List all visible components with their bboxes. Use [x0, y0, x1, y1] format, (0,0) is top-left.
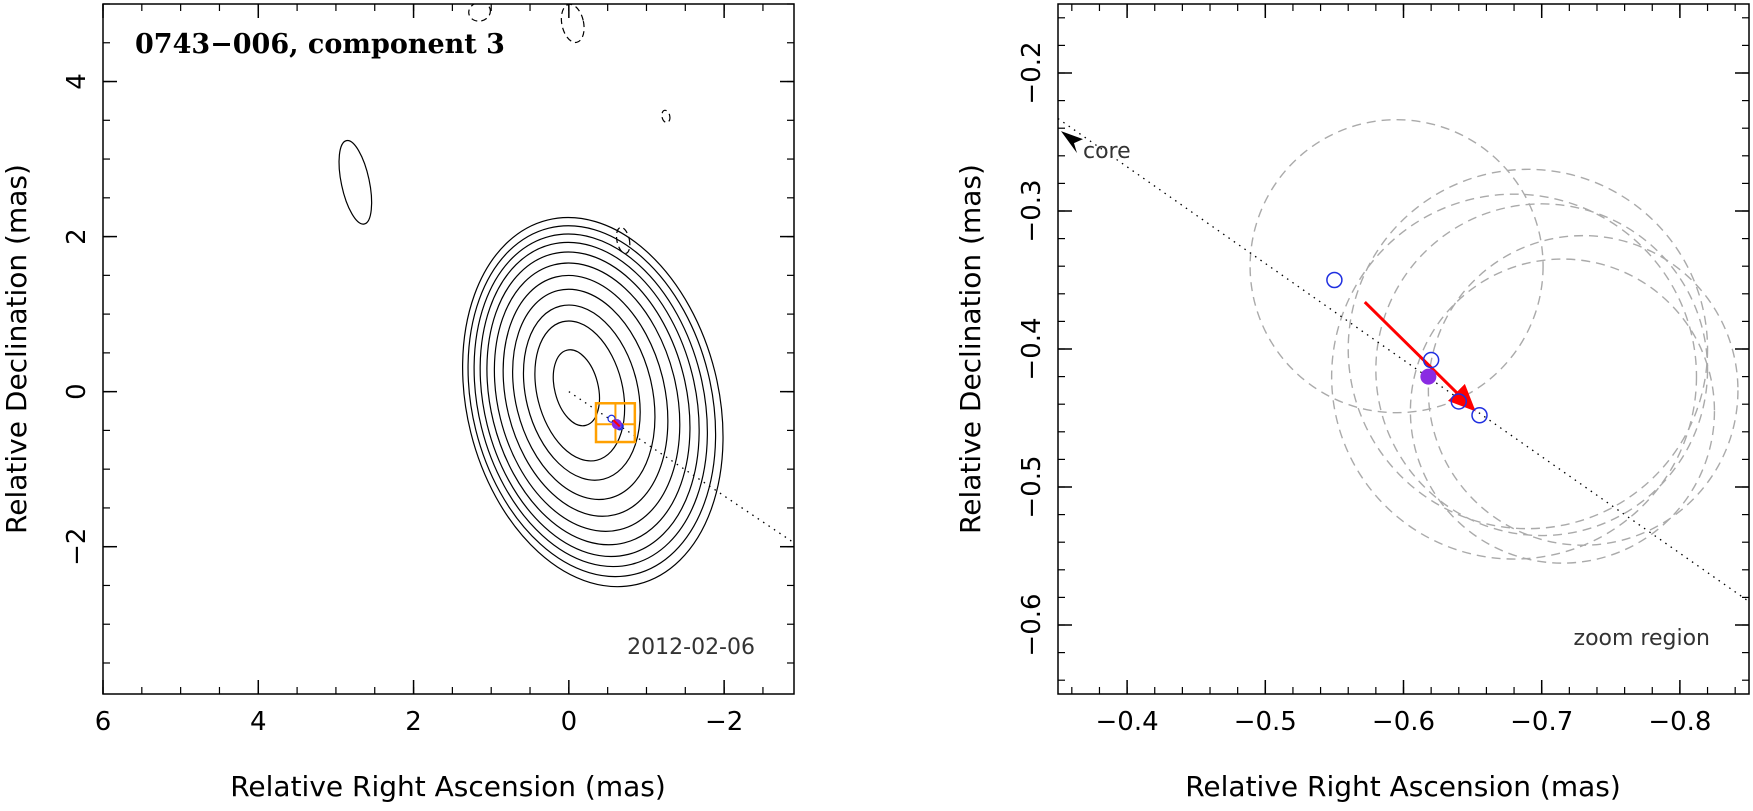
right-y-tick-label: −0.5 [1017, 455, 1047, 518]
error-circle [1330, 193, 1698, 560]
right-plot-frame [1057, 3, 1750, 695]
left-y-tick-label: 2 [62, 228, 92, 245]
left-x-axis-label: Relative Right Ascension (mas) [230, 770, 666, 803]
right-x-tick-labels: −0.4 −0.5 −0.6 −0.7 −0.8 [1096, 707, 1712, 737]
error-circles [1249, 119, 1739, 564]
contour-level [467, 225, 717, 578]
left-x-tick-labels: 6 4 2 0 −2 [95, 707, 744, 737]
contour-level [486, 251, 691, 546]
right-y-tick-label: −0.3 [1017, 179, 1047, 242]
negative-contour [615, 226, 631, 255]
error-circle [1427, 234, 1739, 546]
right-x-tick-label: −0.8 [1648, 707, 1711, 737]
right-y-tick-label: −0.4 [1017, 317, 1047, 380]
mean-position-marker [1420, 368, 1437, 385]
negative-contour [661, 109, 671, 124]
left-y-tick-label: 4 [62, 73, 92, 90]
contour-level [534, 320, 626, 462]
motion-arrow-small [612, 419, 621, 428]
contour-island [338, 139, 373, 225]
epoch-marker-small [607, 414, 616, 423]
error-circle [1409, 258, 1716, 564]
zoom-region-panel: −0.4 −0.5 −0.6 −0.7 −0.8 −0.2−0.3−0.4−0.5−0.… [954, 3, 1750, 803]
jet-axis-line [568, 391, 794, 544]
left-y-axis-label: Relative Declination (mas) [0, 164, 33, 534]
core-label: core [1083, 139, 1131, 164]
epoch-date-label: 2012-02-06 [627, 635, 755, 660]
contour-level [493, 262, 681, 532]
contour-level [522, 304, 641, 481]
left-x-tick-label: 6 [95, 707, 112, 737]
error-circle [1249, 119, 1544, 414]
right-y-tick-label: −0.6 [1017, 593, 1047, 656]
negative-contour [468, 4, 491, 22]
motion-arrow [1363, 301, 1476, 412]
right-x-axis-label: Relative Right Ascension (mas) [1185, 770, 1621, 803]
zoom-region-label: zoom region [1574, 626, 1710, 651]
right-x-tick-label: −0.7 [1510, 707, 1573, 737]
right-tick-marks [1058, 4, 1749, 694]
epoch-position-marker [1450, 393, 1468, 410]
core-direction-arrow [1061, 131, 1083, 154]
left-y-tick-label: −2 [62, 528, 92, 566]
right-x-tick-label: −0.4 [1096, 707, 1159, 737]
left-y-tick-labels: 4 2 0 −2 [62, 73, 92, 566]
right-y-axis-label: Relative Declination (mas) [954, 164, 987, 534]
zoom-overlay [1058, 118, 1749, 603]
right-y-tick-label: −0.2 [1017, 41, 1047, 104]
contour-level [462, 216, 724, 588]
epoch-position-marker [1422, 351, 1440, 369]
contour-overlay [568, 391, 794, 544]
contour-level [473, 233, 708, 568]
right-x-tick-label: −0.6 [1372, 707, 1435, 737]
left-x-tick-label: −2 [705, 707, 743, 737]
left-plot-frame [102, 3, 795, 695]
left-x-tick-label: 0 [561, 707, 578, 737]
right-y-tick-labels: −0.2 −0.3 −0.4 −0.5 −0.6 [1017, 41, 1047, 656]
negative-contour [560, 4, 585, 44]
right-x-tick-label: −0.5 [1234, 707, 1297, 737]
contour-map-panel: 6 4 2 0 −2 4 2 0 −2 0743−006, component 3 2012-… [0, 3, 795, 803]
left-panel-title: 0743−006, component 3 [135, 29, 505, 60]
epoch-position-marker [1471, 406, 1488, 424]
left-x-tick-label: 2 [405, 707, 422, 737]
epoch-position-marker [1326, 271, 1343, 289]
contour-level [479, 241, 700, 558]
contour-level [502, 274, 669, 517]
error-circle [1347, 168, 1709, 530]
contour-level [552, 349, 601, 427]
left-x-tick-label: 4 [250, 707, 267, 737]
contour-levels [338, 4, 724, 588]
contour-level [512, 288, 656, 501]
error-circle [1375, 203, 1709, 537]
left-y-tick-label: 0 [62, 383, 92, 400]
jet-axis-line [1058, 118, 1749, 603]
left-tick-marks [102, 3, 794, 694]
